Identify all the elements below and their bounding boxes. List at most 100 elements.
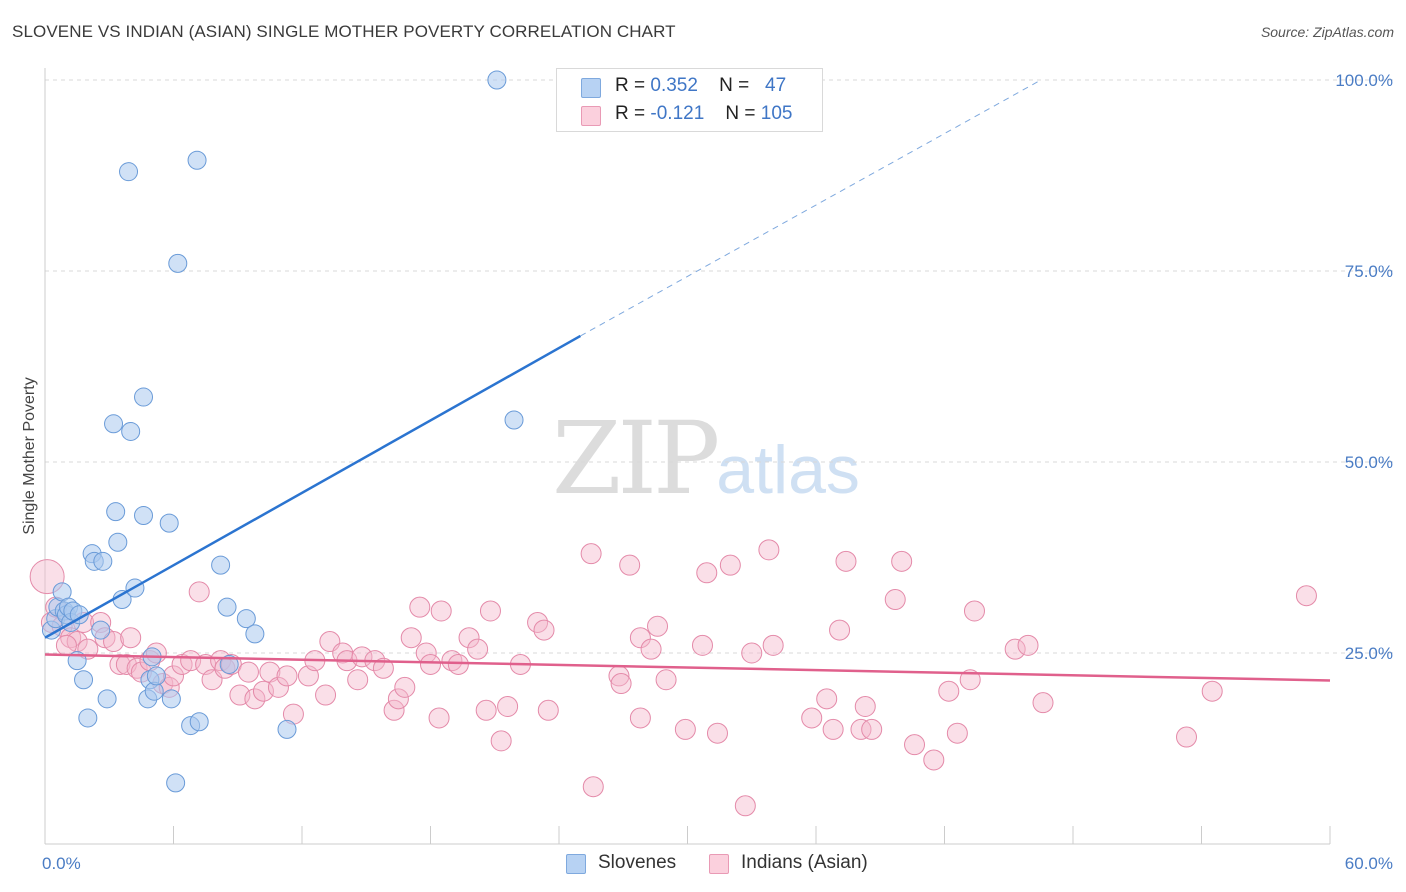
- legend-stats-slovenes: R = 0.352 N = 47: [615, 75, 787, 96]
- x-tick-label-min: 0.0%: [42, 854, 81, 873]
- data-point-indians: [188, 581, 210, 603]
- data-point-slovenes: [487, 70, 507, 90]
- watermark-atlas: atlas: [716, 432, 860, 508]
- data-point-indians: [533, 619, 555, 641]
- data-point-indians: [741, 642, 763, 664]
- data-point-indians: [758, 539, 780, 561]
- data-point-indians: [347, 669, 369, 691]
- data-point-indians: [580, 543, 602, 565]
- data-point-indians: [276, 665, 298, 687]
- y-tick-label: 50.0%: [1345, 453, 1393, 472]
- bottom-label-indians: Indians (Asian): [741, 852, 868, 873]
- data-point-indians: [372, 657, 394, 679]
- correlation-legend: R = 0.352 N = 47 R = -0.121 N = 105: [556, 68, 823, 132]
- data-point-indians: [1295, 585, 1317, 607]
- y-tick-label: 75.0%: [1345, 262, 1393, 281]
- data-point-indians: [946, 722, 968, 744]
- x-tick-label-max: 60.0%: [1345, 854, 1393, 873]
- trend-lines: [44, 79, 1331, 682]
- data-point-indians: [467, 638, 489, 660]
- data-point-slovenes: [146, 666, 166, 686]
- data-point-slovenes: [211, 555, 231, 575]
- data-point-indians: [109, 653, 131, 675]
- data-point-slovenes: [97, 689, 117, 709]
- data-point-indians: [835, 550, 857, 572]
- data-point-slovenes: [93, 551, 113, 571]
- data-point-indians: [315, 684, 337, 706]
- data-point-indians: [1032, 692, 1054, 714]
- data-point-indians: [619, 554, 641, 576]
- data-point-indians: [447, 653, 469, 675]
- legend-stats-indians: R = -0.121 N = 105: [615, 103, 793, 124]
- data-point-indians: [430, 600, 452, 622]
- data-point-indians: [1004, 638, 1026, 660]
- data-point-indians: [1201, 680, 1223, 702]
- y-tick-label: 100.0%: [1335, 71, 1393, 90]
- data-point-slovenes: [219, 654, 239, 674]
- data-point-indians: [938, 680, 960, 702]
- data-point-indians: [861, 718, 883, 740]
- data-point-indians: [400, 627, 422, 649]
- data-point-slovenes: [189, 712, 209, 732]
- data-point-indians: [475, 699, 497, 721]
- data-point-slovenes: [166, 773, 186, 793]
- data-point-indians: [829, 619, 851, 641]
- data-point-indians: [420, 653, 441, 675]
- data-point-indians: [479, 600, 501, 622]
- bottom-swatch-slovenes: [566, 854, 586, 874]
- data-point-slovenes: [187, 150, 207, 170]
- data-point-indians: [963, 600, 985, 622]
- data-point-slovenes: [168, 253, 188, 273]
- data-point-slovenes: [245, 624, 265, 644]
- data-point-indians: [383, 699, 405, 721]
- data-point-indians: [904, 734, 926, 756]
- data-point-indians: [537, 699, 559, 721]
- data-point-slovenes: [504, 410, 524, 430]
- bottom-label-slovenes: Slovenes: [598, 852, 677, 873]
- data-point-indians: [1017, 634, 1039, 656]
- data-point-indians: [409, 596, 431, 618]
- data-point-indians: [850, 718, 872, 740]
- data-point-slovenes: [159, 513, 179, 533]
- legend-swatch-slovenes: [581, 78, 601, 98]
- data-point-slovenes: [108, 532, 128, 552]
- data-point-indians: [640, 638, 662, 660]
- data-point-slovenes: [69, 605, 89, 625]
- data-point-indians: [854, 695, 876, 717]
- data-point-indians: [120, 627, 142, 649]
- data-point-indians: [610, 673, 632, 695]
- data-point-indians: [719, 554, 741, 576]
- data-point-indians: [696, 562, 718, 584]
- data-point-slovenes: [277, 719, 297, 739]
- data-point-indians: [394, 676, 416, 698]
- data-point-indians: [822, 718, 844, 740]
- data-point-indians: [884, 589, 906, 611]
- data-point-indians: [629, 627, 651, 649]
- bottom-swatch-indians: [709, 854, 729, 874]
- data-point-indians: [490, 730, 512, 752]
- data-point-slovenes: [78, 708, 98, 728]
- data-point-indians: [428, 707, 450, 729]
- data-point-indians: [647, 615, 669, 637]
- data-point-slovenes: [74, 670, 94, 690]
- data-point-slovenes: [106, 502, 126, 522]
- data-point-indians: [923, 749, 945, 771]
- data-point-indians: [387, 688, 409, 710]
- data-point-indians: [244, 688, 266, 710]
- data-point-indians: [1176, 726, 1198, 748]
- data-point-slovenes: [119, 162, 139, 182]
- data-point-indians: [171, 653, 193, 675]
- data-point-indians: [706, 722, 728, 744]
- data-point-indians: [959, 669, 981, 691]
- data-point-indians: [816, 688, 838, 710]
- axis-labels: 25.0% 50.0% 75.0% 100.0% 0.0% 60.0% Single Mot…: [21, 71, 1393, 873]
- data-point-slovenes: [104, 414, 124, 434]
- trend-line-indians: [44, 653, 1331, 682]
- data-point-slovenes: [217, 597, 237, 617]
- y-axis-title: Single Mother Poverty: [21, 377, 38, 534]
- data-point-indians: [458, 627, 480, 649]
- data-point-indians: [582, 776, 604, 798]
- data-point-indians: [674, 718, 696, 740]
- data-point-indians: [891, 550, 913, 572]
